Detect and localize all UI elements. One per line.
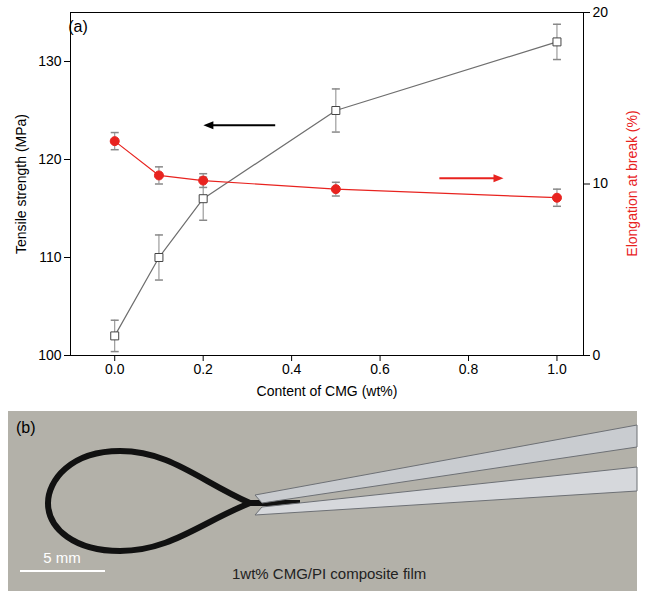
svg-text:120: 120: [38, 151, 62, 167]
svg-text:Tensile strength (MPa): Tensile strength (MPa): [13, 114, 29, 254]
svg-text:0.6: 0.6: [370, 361, 390, 377]
svg-text:1wt% CMG/PI composite film: 1wt% CMG/PI composite film: [232, 565, 426, 582]
svg-text:(b): (b): [16, 419, 36, 436]
svg-text:110: 110: [39, 249, 62, 265]
svg-text:Content of CMG (wt%): Content of CMG (wt%): [257, 383, 398, 399]
svg-text:Elongation at break (%): Elongation at break (%): [624, 110, 640, 256]
svg-text:0.2: 0.2: [193, 361, 213, 377]
svg-text:0: 0: [593, 347, 601, 363]
svg-text:(a): (a): [68, 18, 88, 35]
svg-text:0.4: 0.4: [282, 361, 302, 377]
svg-text:20: 20: [593, 4, 609, 20]
svg-text:0.8: 0.8: [459, 361, 479, 377]
svg-text:5 mm: 5 mm: [43, 549, 81, 566]
svg-text:10: 10: [593, 175, 609, 191]
svg-text:100: 100: [38, 347, 62, 363]
svg-text:1.0: 1.0: [547, 361, 567, 377]
svg-text:130: 130: [38, 53, 62, 69]
svg-text:0.0: 0.0: [105, 361, 125, 377]
